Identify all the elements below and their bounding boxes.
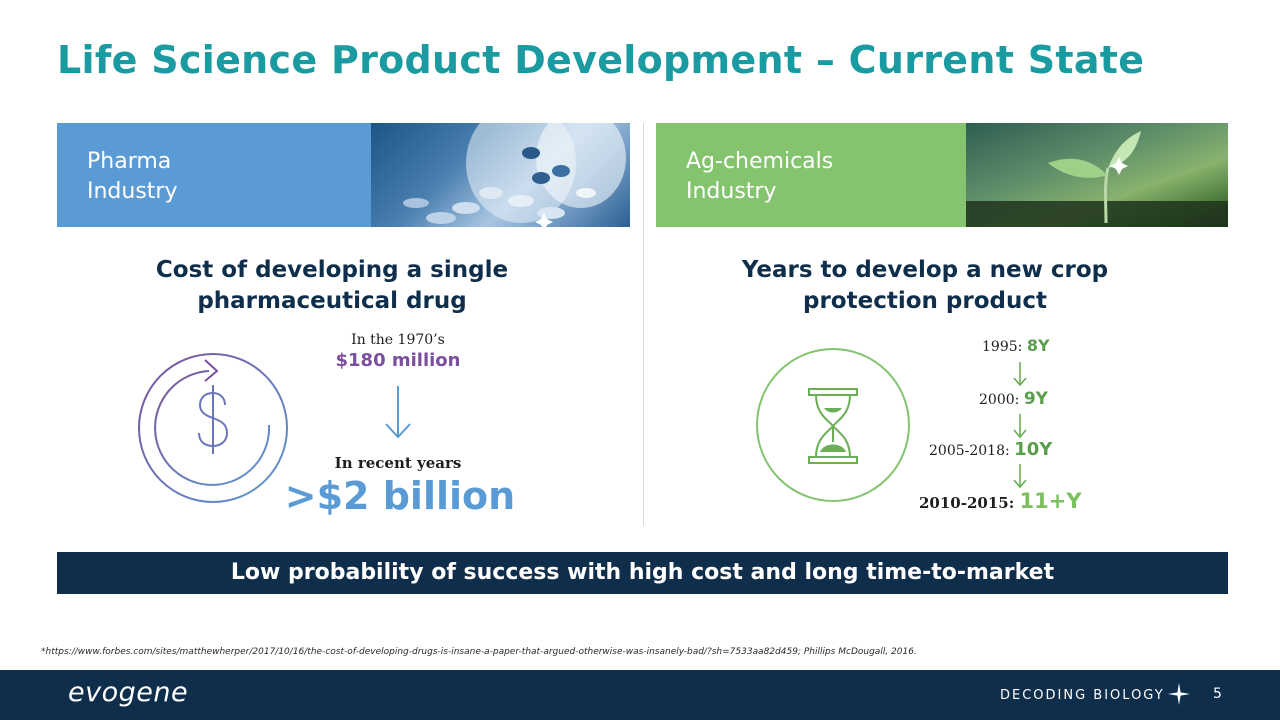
down-arrow-icon (1012, 413, 1028, 439)
pharma-banner-label: Pharma Industry (87, 149, 178, 204)
column-divider (643, 123, 644, 526)
timeline-years: 9Y (1023, 389, 1048, 409)
timeline-years: 10Y (1014, 439, 1053, 460)
timeline-years: 11+Y (1019, 489, 1082, 513)
timeline-years: 8Y (1026, 336, 1050, 355)
timeline-row: 1995: 8Y (982, 336, 1050, 355)
seedling-photo (966, 123, 1228, 227)
down-arrow-icon (384, 384, 412, 440)
footer-bar: evogene DECODING BIOLOGY 5 (0, 670, 1280, 720)
timeline-period: 2010-2015: (919, 494, 1015, 512)
timeline-row: 2010-2015: 11+Y (919, 489, 1082, 513)
ag-heading: Years to develop a new crop protection p… (741, 257, 1109, 314)
ag-banner: Ag-chemicals Industry (656, 123, 1228, 227)
timeline-row: 2005-2018: 10Y (929, 439, 1052, 460)
down-arrow-icon (1012, 361, 1028, 387)
pharma-banner: Pharma Industry (57, 123, 630, 227)
conclusion-banner: Low probability of success with high cos… (57, 552, 1228, 594)
footnote: *https://www.forbes.com/sites/matthewher… (41, 647, 917, 657)
evogene-logo: evogene (68, 677, 189, 708)
timeline-period: 1995: (982, 339, 1023, 355)
timeline-period: 2005-2018: (929, 443, 1010, 459)
dollar-cycle-icon (133, 353, 293, 503)
recent-value: >$2 billion (284, 474, 516, 518)
pharma-heading: Cost of developing a single pharmaceutic… (155, 257, 509, 314)
recent-label: In recent years (334, 454, 462, 472)
era-label: In the 1970’s (351, 332, 445, 348)
era-value: $180 million (335, 350, 461, 371)
tagline: DECODING BIOLOGY (1000, 688, 1165, 703)
down-arrow-icon (1012, 463, 1028, 489)
page-number: 5 (1213, 686, 1222, 702)
timeline-row: 2000: 9Y (979, 389, 1048, 409)
sparkle-icon (1168, 683, 1190, 705)
slide-title: Life Science Product Development – Curre… (57, 38, 1145, 82)
ag-banner-label: Ag-chemicals Industry (686, 149, 834, 204)
hourglass-icon (754, 346, 912, 504)
timeline-period: 2000: (979, 392, 1020, 408)
pills-photo (371, 123, 630, 227)
